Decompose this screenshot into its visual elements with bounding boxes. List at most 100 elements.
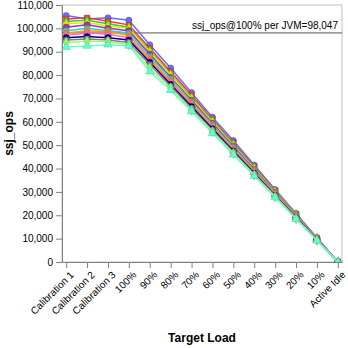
y-tick: 80,000 (22, 70, 62, 81)
y-tick-mark (56, 215, 62, 216)
y-tick-label: 40,000 (22, 163, 53, 174)
series-line (66, 31, 338, 262)
x-tick-mark (317, 262, 318, 268)
x-axis-title: Target Load (168, 331, 236, 345)
x-tick: 40% (242, 262, 264, 291)
y-tick-mark (56, 169, 62, 170)
x-tick: 100% (113, 262, 139, 295)
y-axis-line (62, 6, 63, 263)
x-tick-label: 40% (242, 269, 264, 291)
x-tick-label: 30% (263, 269, 285, 291)
y-tick-mark (56, 98, 62, 99)
y-axis-title: ssj_ops (2, 111, 16, 156)
y-tick-label: 20,000 (22, 210, 53, 221)
x-tick-mark (150, 262, 151, 268)
y-tick-mark (56, 122, 62, 123)
y-tick: 90,000 (22, 46, 62, 57)
y-tick: 30,000 (22, 187, 62, 198)
series-line (66, 39, 338, 262)
x-tick: 20% (284, 262, 306, 291)
x-tick-mark (129, 262, 130, 268)
series-marker (104, 40, 112, 47)
y-tick: 50,000 (22, 140, 62, 151)
series-marker (208, 128, 216, 135)
x-tick-mark (233, 262, 234, 268)
series-marker (313, 236, 321, 243)
series-line (66, 45, 338, 262)
series-marker (229, 150, 237, 157)
y-tick-mark (56, 239, 62, 240)
series-line (66, 33, 338, 262)
y-tick: 110,000 (18, 0, 62, 11)
series-marker (62, 42, 70, 49)
x-tick-label: Calibration 3 (70, 269, 118, 317)
y-tick-label: 60,000 (22, 117, 53, 128)
y-tick: 10,000 (22, 233, 62, 244)
y-tick: 70,000 (22, 93, 62, 104)
y-tick-mark (56, 145, 62, 146)
x-tick: Active Idle (307, 262, 348, 309)
x-tick-label: 80% (158, 269, 180, 291)
x-tick-mark (296, 262, 297, 268)
series-marker (250, 171, 258, 178)
y-tick-mark (56, 5, 62, 6)
series-marker (271, 193, 279, 200)
series-line (66, 18, 338, 262)
series-line (66, 20, 338, 262)
x-tick: 30% (263, 262, 285, 291)
y-tick: 60,000 (22, 117, 62, 128)
y-tick-label: 70,000 (22, 93, 53, 104)
series-line (66, 25, 338, 262)
series-marker (83, 41, 91, 48)
x-tick-mark (275, 262, 276, 268)
y-tick-label: 30,000 (22, 187, 53, 198)
x-tick-mark (87, 262, 88, 268)
y-tick-mark (56, 28, 62, 29)
series-line (66, 16, 338, 262)
y-tick-mark (56, 52, 62, 53)
y-tick-mark (56, 75, 62, 76)
y-axis: 0 10,000 20,000 30,000 40,000 50,000 60,000 70,… (17, 0, 63, 268)
y-tick-label: 110,000 (18, 0, 54, 11)
x-tick-label: 90% (138, 269, 160, 291)
x-tick-label: Active Idle (307, 269, 348, 310)
y-tick: 40,000 (22, 163, 62, 174)
x-tick-mark (66, 262, 67, 268)
series-line (66, 23, 338, 262)
x-tick-label: 20% (284, 269, 306, 291)
x-tick-label: 50% (221, 269, 243, 291)
x-tick: 80% (158, 262, 180, 291)
y-tick: 100,000 (17, 23, 62, 34)
x-tick-mark (338, 262, 339, 268)
x-tick: Calibration 3 (70, 262, 118, 317)
x-tick: 70% (179, 262, 201, 291)
y-tick-label: 90,000 (22, 46, 53, 57)
series-marker (292, 214, 300, 221)
series-marker (166, 85, 174, 92)
chart: 0 10,000 20,000 30,000 40,000 50,000 60,000 70,… (0, 0, 348, 348)
series-marker (125, 41, 133, 48)
plot-area (62, 12, 342, 262)
series-marker (146, 67, 154, 74)
x-tick-mark (171, 262, 172, 268)
x-axis-line (63, 262, 343, 263)
y-tick-label: 0 (47, 257, 53, 268)
x-tick-mark (192, 262, 193, 268)
x-tick-label: 60% (200, 269, 222, 291)
x-tick: 90% (138, 262, 160, 291)
x-tick: 50% (221, 262, 243, 291)
annotation: ssj_ops@100% per JVM=98,047 (192, 20, 339, 31)
x-tick-mark (108, 262, 109, 268)
series-line (66, 28, 338, 262)
y-tick-mark (56, 192, 62, 193)
x-tick-label: 100% (113, 269, 139, 295)
x-axis: Calibration 1Calibration 2Calibration 31… (28, 262, 347, 317)
y-tick: 0 (47, 257, 62, 268)
y-tick-label: 80,000 (22, 70, 53, 81)
x-tick-label: 70% (179, 269, 201, 291)
series-marker (187, 106, 195, 113)
y-tick-label: 10,000 (22, 233, 53, 244)
series-line (66, 37, 338, 262)
y-tick-label: 50,000 (22, 140, 53, 151)
x-tick-mark (212, 262, 213, 268)
